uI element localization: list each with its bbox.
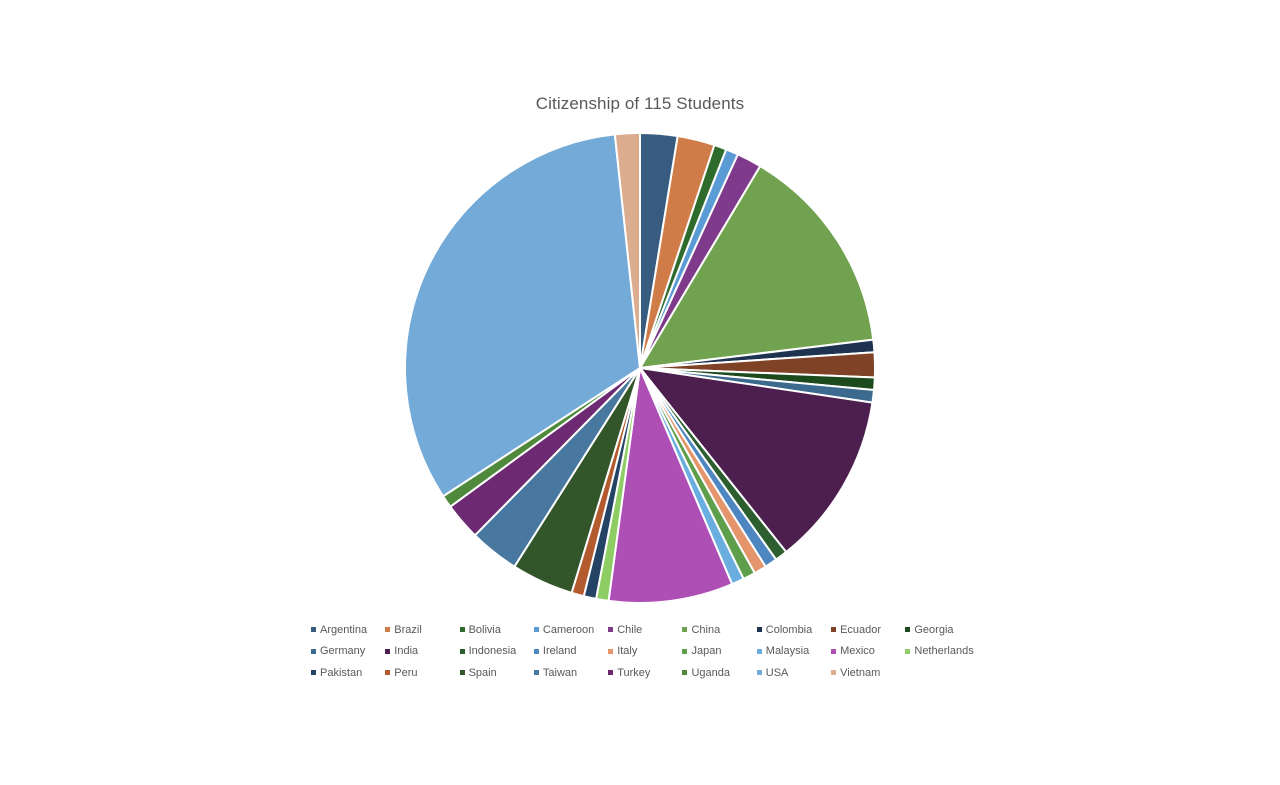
legend-label: Uganda (691, 666, 731, 679)
legend-label: Italy (617, 645, 638, 658)
legend-swatch (311, 670, 316, 676)
legend-item-usa: USA (756, 662, 831, 684)
legend-item-germany: Germany (311, 641, 385, 663)
legend-item-mexico: Mexico (831, 641, 905, 663)
legend-swatch (608, 648, 614, 654)
legend-item-colombia: Colombia (756, 619, 831, 641)
legend-item-uganda: Uganda (682, 662, 756, 684)
legend-swatch (831, 648, 837, 654)
legend-label: Peru (394, 666, 418, 679)
legend-label: Indonesia (468, 645, 517, 658)
legend-label: Netherlands (914, 645, 974, 658)
legend: Argentina Brazil Bolivia Cameroon Chile China… (311, 619, 991, 684)
legend-swatch (756, 648, 762, 654)
legend-item-brazil: Brazil (385, 619, 459, 641)
legend-label: China (691, 623, 721, 636)
legend-swatch (459, 670, 465, 676)
legend-label: India (394, 645, 419, 658)
legend-swatch (608, 670, 614, 676)
legend-item-bolivia: Bolivia (459, 619, 534, 641)
legend-label: Argentina (320, 623, 368, 636)
legend-label: Colombia (765, 623, 813, 636)
pie-slice-vietnam (613, 132, 641, 369)
legend-label: Malaysia (765, 645, 810, 658)
legend-swatch (756, 627, 762, 633)
legend-label: Spain (468, 666, 497, 679)
legend-swatch (459, 627, 465, 633)
legend-item-vietnam: Vietnam (831, 662, 905, 684)
legend-label: Cameroon (542, 623, 595, 636)
legend-swatch (905, 648, 911, 654)
legend-swatch (831, 627, 837, 633)
legend-label: Vietnam (840, 666, 881, 679)
legend-label: Mexico (840, 645, 875, 658)
legend-swatch (608, 627, 614, 633)
legend-item-argentina: Argentina (311, 619, 385, 641)
legend-label: Turkey (617, 666, 651, 679)
legend-item-chile: Chile (608, 619, 682, 641)
legend-label: Brazil (394, 623, 422, 636)
legend-item-italy: Italy (608, 641, 682, 663)
legend-swatch (905, 627, 911, 633)
legend-item-ecuador: Ecuador (831, 619, 905, 641)
legend-item-indonesia: Indonesia (459, 641, 534, 663)
pie-slice-mexico (607, 367, 734, 604)
legend-swatch (385, 648, 391, 654)
legend-item-ireland: Ireland (533, 641, 608, 663)
legend-label: Japan (691, 645, 722, 658)
legend-item-spain: Spain (459, 662, 534, 684)
legend-item-cameroon: Cameroon (533, 619, 608, 641)
legend-item-taiwan: Taiwan (533, 662, 608, 684)
legend-item-japan: Japan (682, 641, 756, 663)
legend-swatch (831, 670, 837, 676)
legend-label: Pakistan (320, 666, 363, 679)
pie-slice-china (639, 165, 875, 369)
legend-item-georgia: Georgia (905, 619, 979, 641)
legend-label: Georgia (914, 623, 954, 636)
legend-item-peru: Peru (385, 662, 459, 684)
legend-item-india: India (385, 641, 459, 663)
legend-label: Ireland (542, 645, 577, 658)
legend-swatch (756, 670, 762, 676)
legend-swatch (311, 648, 316, 654)
pie-slice-india (639, 367, 874, 554)
legend-label: Germany (320, 645, 366, 658)
chart-title: Citizenship of 115 Students (535, 94, 745, 113)
legend-swatch (459, 648, 465, 654)
legend-swatch (533, 627, 539, 633)
legend-label: Chile (617, 623, 643, 636)
legend-swatch (682, 648, 688, 654)
legend-item-pakistan: Pakistan (311, 662, 385, 684)
legend-swatch (385, 670, 391, 676)
legend-swatch (533, 648, 539, 654)
legend-label: USA (765, 666, 789, 679)
legend-label: Bolivia (468, 623, 501, 636)
legend-item-netherlands: Netherlands (905, 641, 979, 663)
legend-label: Taiwan (542, 666, 578, 679)
legend-swatch (682, 627, 688, 633)
legend-item-china: China (682, 619, 756, 641)
pie-slice-usa (404, 133, 641, 498)
legend-swatch (682, 670, 688, 676)
legend-item-malaysia: Malaysia (756, 641, 831, 663)
legend-item-turkey: Turkey (608, 662, 682, 684)
legend-swatch (533, 670, 539, 676)
legend-label: Ecuador (840, 623, 882, 636)
legend-swatch (311, 627, 316, 633)
legend-swatch (385, 627, 391, 633)
